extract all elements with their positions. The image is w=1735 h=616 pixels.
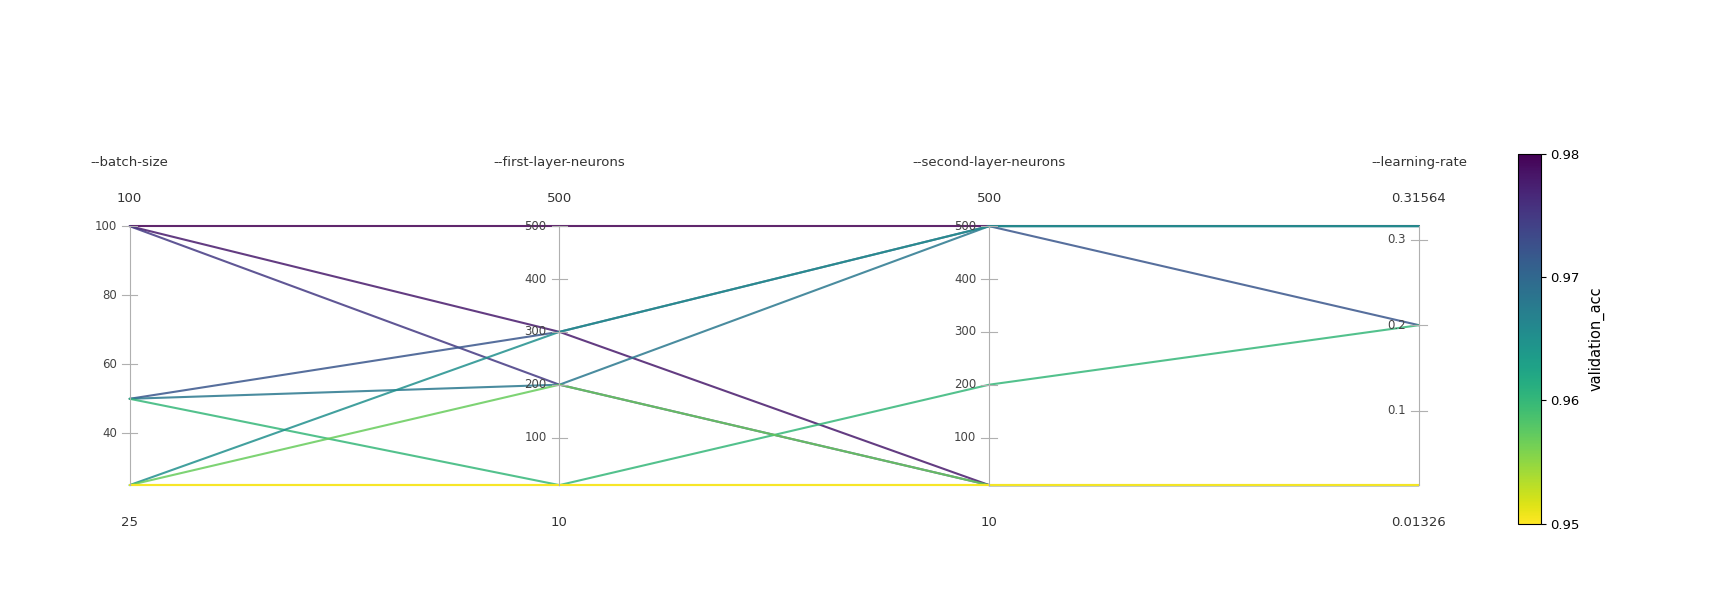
Text: 25: 25 <box>121 516 139 529</box>
Text: 100: 100 <box>116 192 142 206</box>
Text: 60: 60 <box>102 358 116 371</box>
Text: 500: 500 <box>524 220 547 233</box>
Text: 100: 100 <box>524 431 547 444</box>
Text: 0.1: 0.1 <box>1388 404 1405 417</box>
Text: 300: 300 <box>954 325 977 338</box>
Text: 400: 400 <box>524 272 547 285</box>
Text: 100: 100 <box>954 431 977 444</box>
Text: 40: 40 <box>102 427 116 440</box>
Text: 100: 100 <box>94 220 116 233</box>
Text: --second-layer-neurons: --second-layer-neurons <box>913 156 1065 169</box>
Text: 10: 10 <box>980 516 998 529</box>
Y-axis label: validation_acc: validation_acc <box>1588 286 1605 391</box>
Text: --batch-size: --batch-size <box>90 156 168 169</box>
Text: 500: 500 <box>547 192 573 206</box>
Text: 10: 10 <box>552 516 567 529</box>
Text: 200: 200 <box>524 378 547 391</box>
Text: 500: 500 <box>954 220 977 233</box>
Text: 400: 400 <box>954 272 977 285</box>
Text: 200: 200 <box>954 378 977 391</box>
Text: --first-layer-neurons: --first-layer-neurons <box>493 156 625 169</box>
Text: 0.31564: 0.31564 <box>1391 192 1447 206</box>
Text: 0.2: 0.2 <box>1388 318 1405 331</box>
Text: 0.01326: 0.01326 <box>1391 516 1447 529</box>
Text: 0.3: 0.3 <box>1388 233 1405 246</box>
Text: 80: 80 <box>102 289 116 302</box>
Text: 300: 300 <box>524 325 547 338</box>
Text: --learning-rate: --learning-rate <box>1371 156 1468 169</box>
Text: 500: 500 <box>977 192 1001 206</box>
